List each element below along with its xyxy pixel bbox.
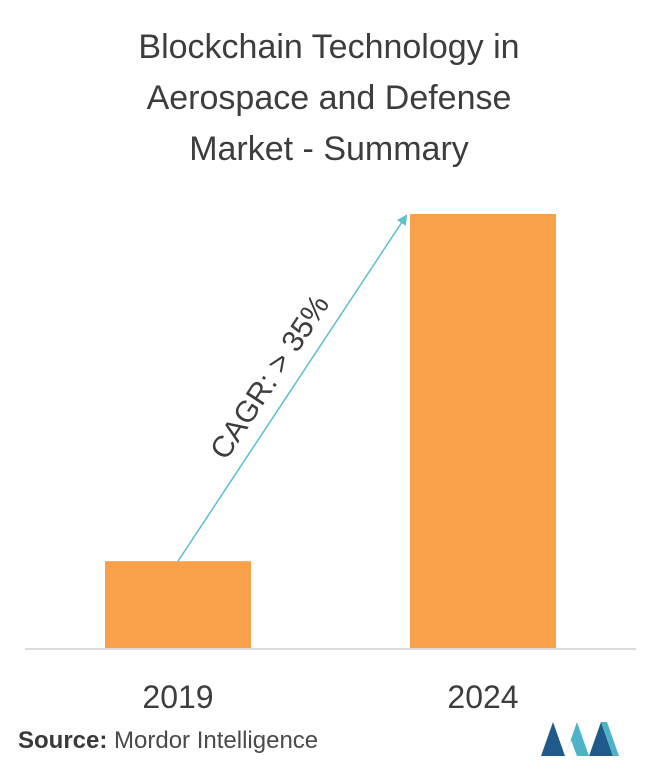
x-tick-label-2019: 2019 (142, 679, 213, 715)
mordor-intelligence-logo-icon (541, 722, 619, 756)
bar-2019 (105, 561, 251, 648)
source-label: Source: (18, 727, 108, 754)
chart-title: Blockchain Technology in Aerospace and D… (0, 22, 658, 175)
title-line-1: Blockchain Technology in (138, 28, 520, 66)
cagr-arrow (177, 214, 408, 562)
x-tick-label-2024: 2024 (447, 679, 518, 715)
source-note: Source: Mordor Intelligence (18, 727, 318, 755)
bar-2024 (410, 214, 556, 648)
title-line-3: Market - Summary (189, 130, 469, 168)
source-text: Mordor Intelligence (114, 727, 319, 754)
title-line-2: Aerospace and Defense (146, 79, 512, 117)
cagr-annotation: CAGR: > 35% (204, 289, 336, 465)
